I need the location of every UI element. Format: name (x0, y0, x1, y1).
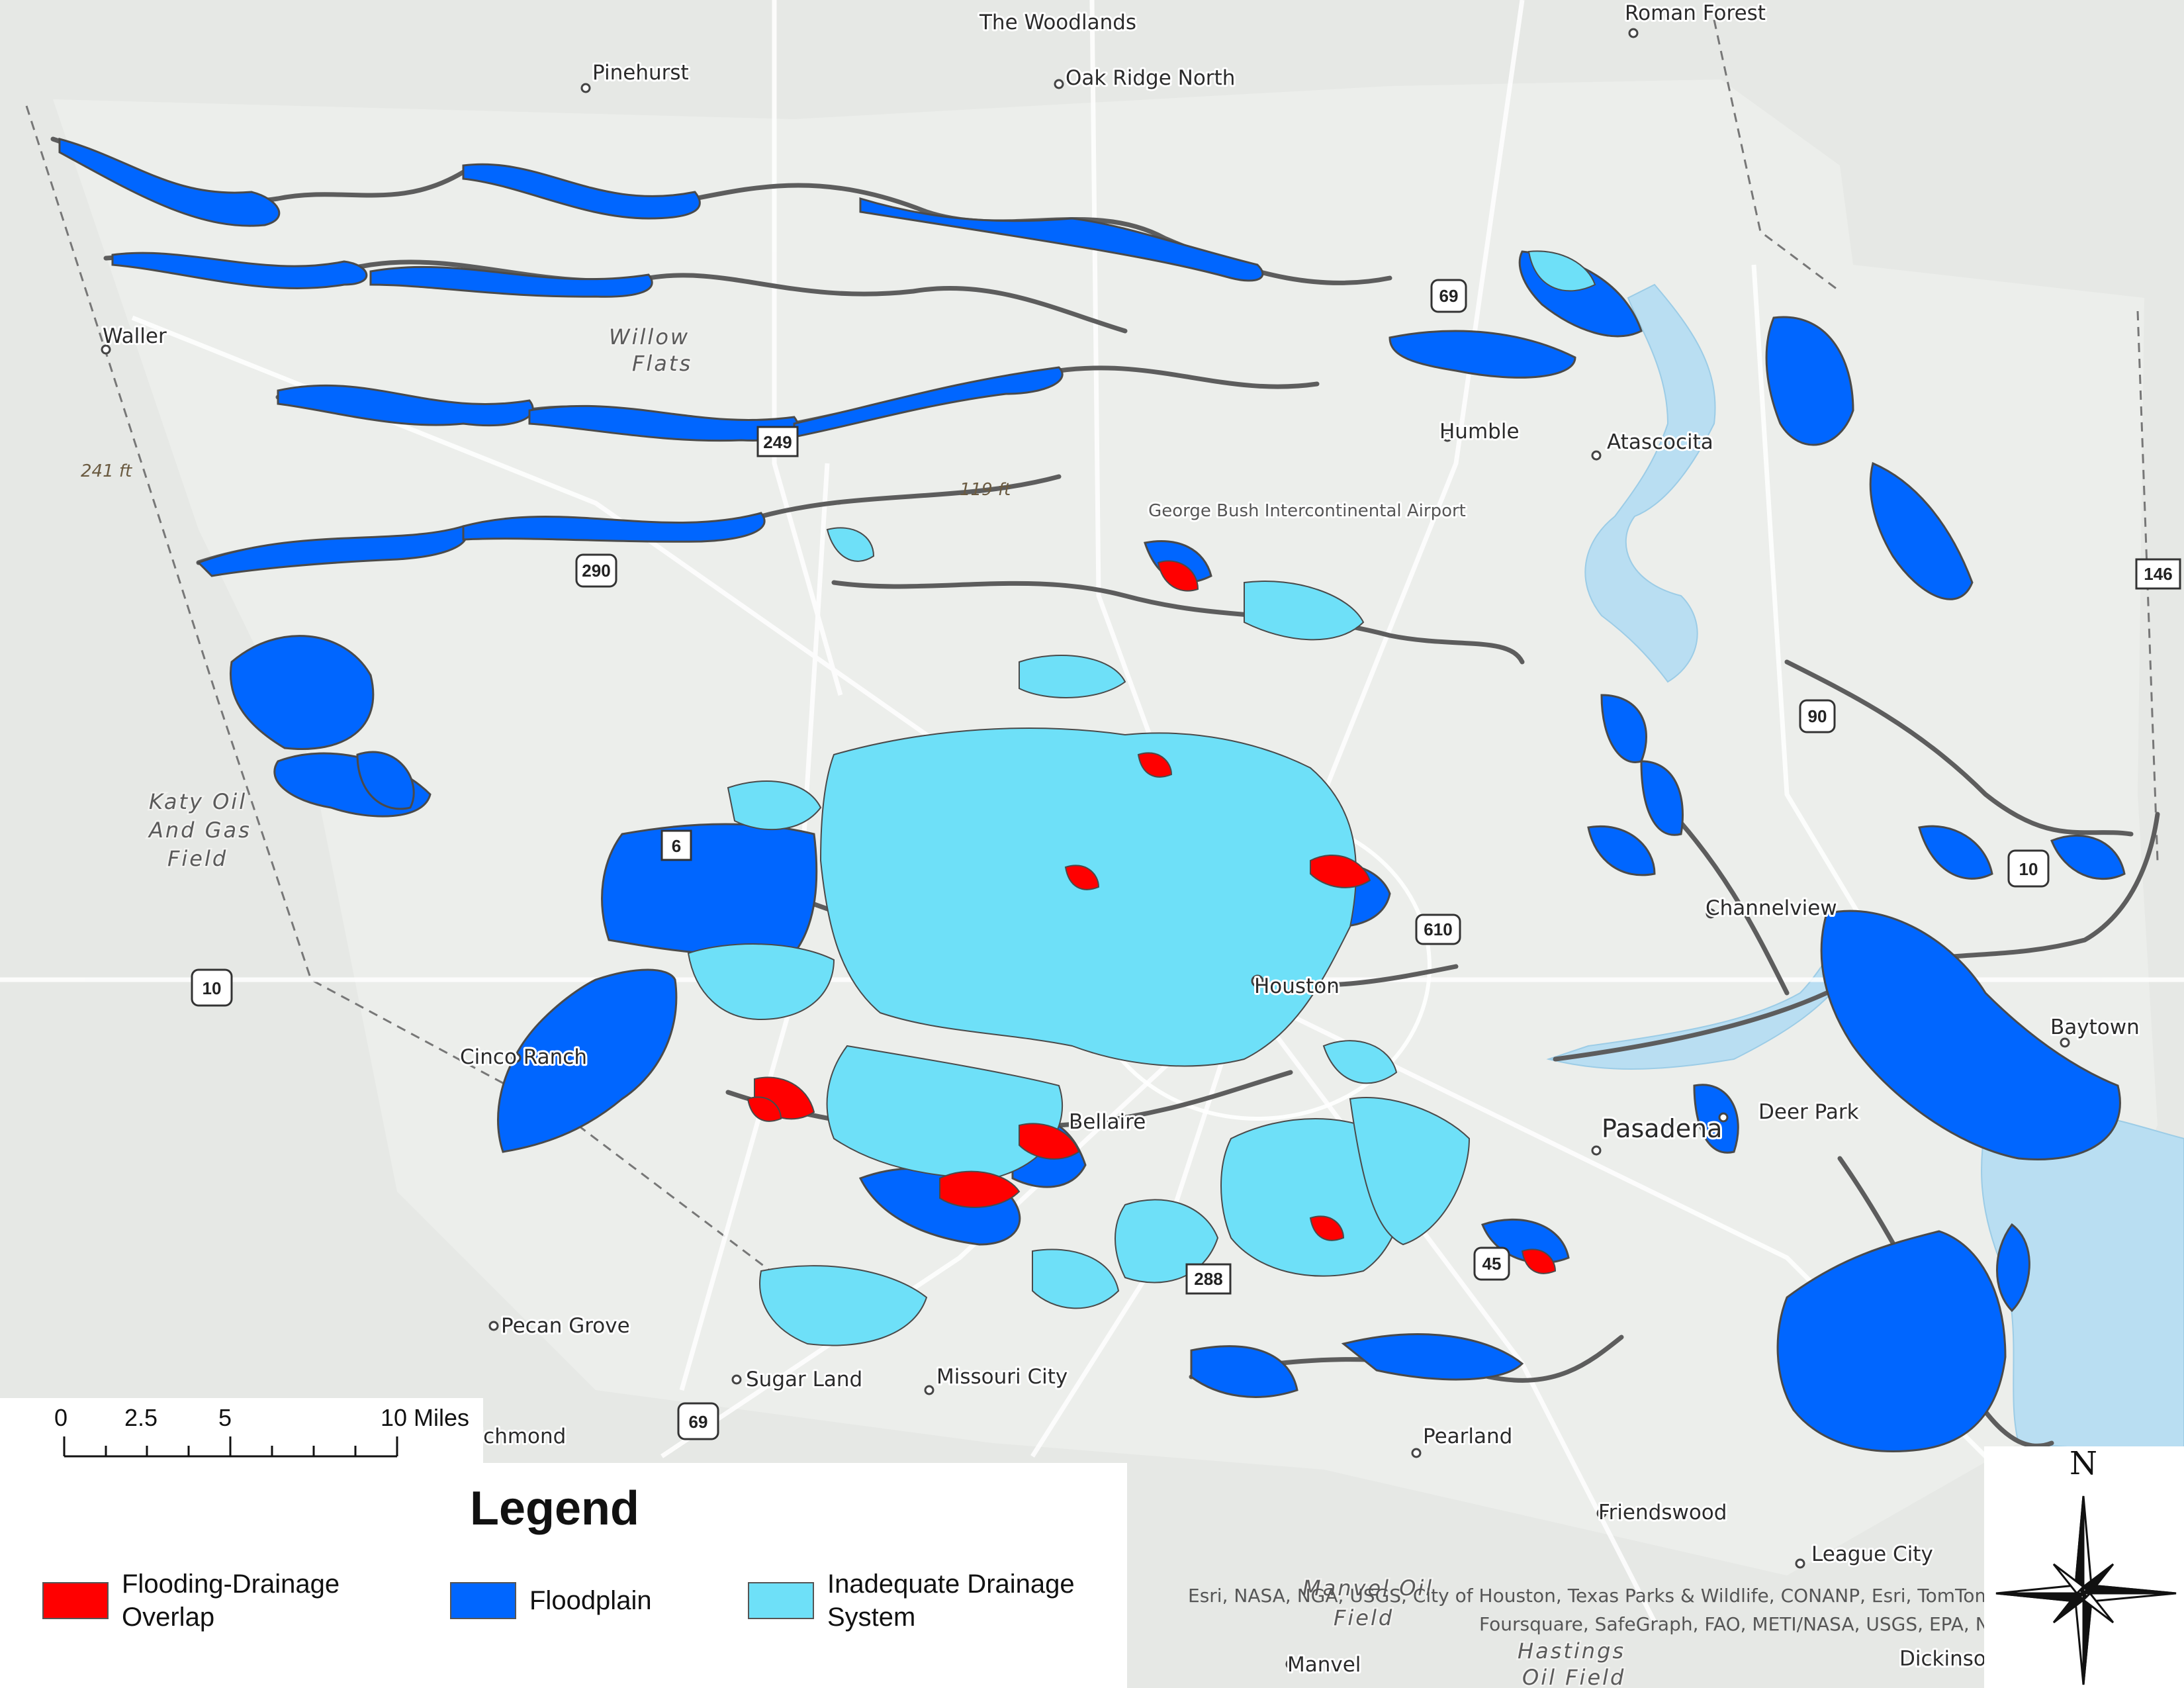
shield-69-north: 69 (1430, 279, 1467, 313)
svg-text:And Gas: And Gas (148, 818, 251, 843)
highway-shields: 69 249 290 6 10 610 288 45 146 90 10 69 (191, 279, 2181, 1440)
north-arrow-icon: N (1995, 1446, 2177, 1685)
label-deer-park: Deer Park (1758, 1100, 1859, 1124)
legend-label-drainage: Inadequate Drainage System (827, 1570, 1075, 1632)
north-label: N (2070, 1446, 2097, 1482)
svg-text:119 ft: 119 ft (960, 480, 1011, 500)
label-pearland: Pearland (1423, 1425, 1512, 1448)
place-dots (101, 28, 2070, 1669)
shield-69-south: 69 (677, 1402, 719, 1440)
label-bellaire: Bellaire (1069, 1110, 1146, 1134)
label-channelview: Channelview (1706, 896, 1837, 920)
label-baytown: Baytown (2050, 1015, 2140, 1039)
svg-text:610: 610 (1424, 919, 1452, 939)
label-friendswood: Friendswood (1598, 1501, 1727, 1524)
label-waller: Waller (103, 324, 167, 348)
scale-bar: 0 2.5 5 10 Miles (54, 1404, 469, 1458)
label-the-woodlands: The Woodlands (979, 11, 1136, 34)
scale-tick-5: 5 (218, 1404, 232, 1431)
svg-text:146: 146 (2144, 564, 2172, 584)
scale-tick-10: 10 Miles (381, 1404, 469, 1431)
label-manvel: Manvel (1287, 1653, 1361, 1677)
shield-45: 45 (1473, 1246, 1510, 1281)
shield-249: 249 (756, 426, 799, 457)
shield-90: 90 (1799, 699, 1836, 733)
svg-text:10: 10 (203, 978, 222, 998)
svg-text:Manvel Oil: Manvel Oil (1302, 1575, 1433, 1601)
legend-swatch-overlap (42, 1582, 109, 1619)
legend-label-overlap: Flooding-Drainage Overlap (122, 1570, 340, 1632)
drainage-layer (687, 250, 1596, 1346)
label-league-city: League City (1811, 1542, 1933, 1566)
shield-6: 6 (660, 829, 692, 861)
legend-swatch-drainage (748, 1582, 814, 1619)
attribution-line-1: Esri, NASA, NGA, USGS, City of Houston, … (1188, 1585, 2078, 1607)
legend-swatch-floodplain (450, 1582, 516, 1619)
svg-text:Oil Field: Oil Field (1522, 1665, 1625, 1688)
label-cinco-ranch: Cinco Ranch (460, 1045, 587, 1069)
svg-text:Katy Oil: Katy Oil (149, 789, 247, 814)
shield-10-west: 10 (191, 968, 233, 1007)
shield-10-east: 10 (2007, 849, 2050, 888)
svg-text:6: 6 (672, 836, 681, 856)
label-sugar-land: Sugar Land (746, 1368, 862, 1391)
label-missouri-city: Missouri City (936, 1365, 1068, 1389)
label-dickinson: Dickinson (1899, 1647, 1999, 1671)
shield-146: 146 (2135, 558, 2181, 590)
legend-panel (0, 1463, 1127, 1688)
svg-text:69: 69 (1439, 286, 1459, 306)
svg-text:Field: Field (1334, 1605, 1394, 1630)
label-pinehurst: Pinehurst (592, 61, 689, 85)
svg-text:290: 290 (582, 561, 610, 581)
label-airport: George Bush Intercontinental Airport (1148, 501, 1466, 521)
label-pecan-grove: Pecan Grove (501, 1314, 630, 1338)
svg-text:Field: Field (167, 846, 228, 871)
svg-text:Hastings: Hastings (1518, 1638, 1625, 1664)
label-humble: Humble (1439, 420, 1520, 444)
svg-text:69: 69 (689, 1412, 708, 1432)
svg-text:Flats: Flats (632, 351, 692, 376)
label-oak-ridge-north: Oak Ridge North (1066, 66, 1235, 90)
shield-288: 288 (1185, 1263, 1232, 1295)
shield-290: 290 (575, 553, 617, 588)
svg-text:249: 249 (763, 432, 792, 452)
scale-tick-2-5: 2.5 (124, 1404, 158, 1431)
label-houston: Houston (1254, 974, 1340, 998)
scale-bar-panel (0, 1398, 483, 1464)
feature-labels: Willow Flats Katy Oil And Gas Field Hast… (81, 323, 1625, 1688)
legend-label-floodplain: Floodplain (529, 1586, 652, 1615)
label-atascocita: Atascocita (1607, 430, 1713, 454)
attribution-line-2: Foursquare, SafeGraph, FAO, METI/NASA, U… (1479, 1613, 2076, 1635)
label-pasadena: Pasadena (1602, 1114, 1722, 1143)
legend-title: Legend (470, 1482, 640, 1535)
svg-text:Willow: Willow (609, 324, 690, 350)
svg-text:288: 288 (1194, 1269, 1222, 1289)
svg-text:241 ft: 241 ft (81, 461, 132, 481)
scale-tick-0: 0 (54, 1404, 68, 1431)
shield-610: 610 (1415, 914, 1461, 945)
place-labels: The Woodlands Roman Forest Pinehurst Oak… (101, 0, 2142, 1679)
overlap-layer (747, 560, 1557, 1274)
svg-text:90: 90 (1808, 706, 1827, 726)
label-roman-forest: Roman Forest (1625, 1, 1766, 25)
svg-text:45: 45 (1482, 1254, 1502, 1274)
svg-text:10: 10 (2019, 859, 2038, 879)
